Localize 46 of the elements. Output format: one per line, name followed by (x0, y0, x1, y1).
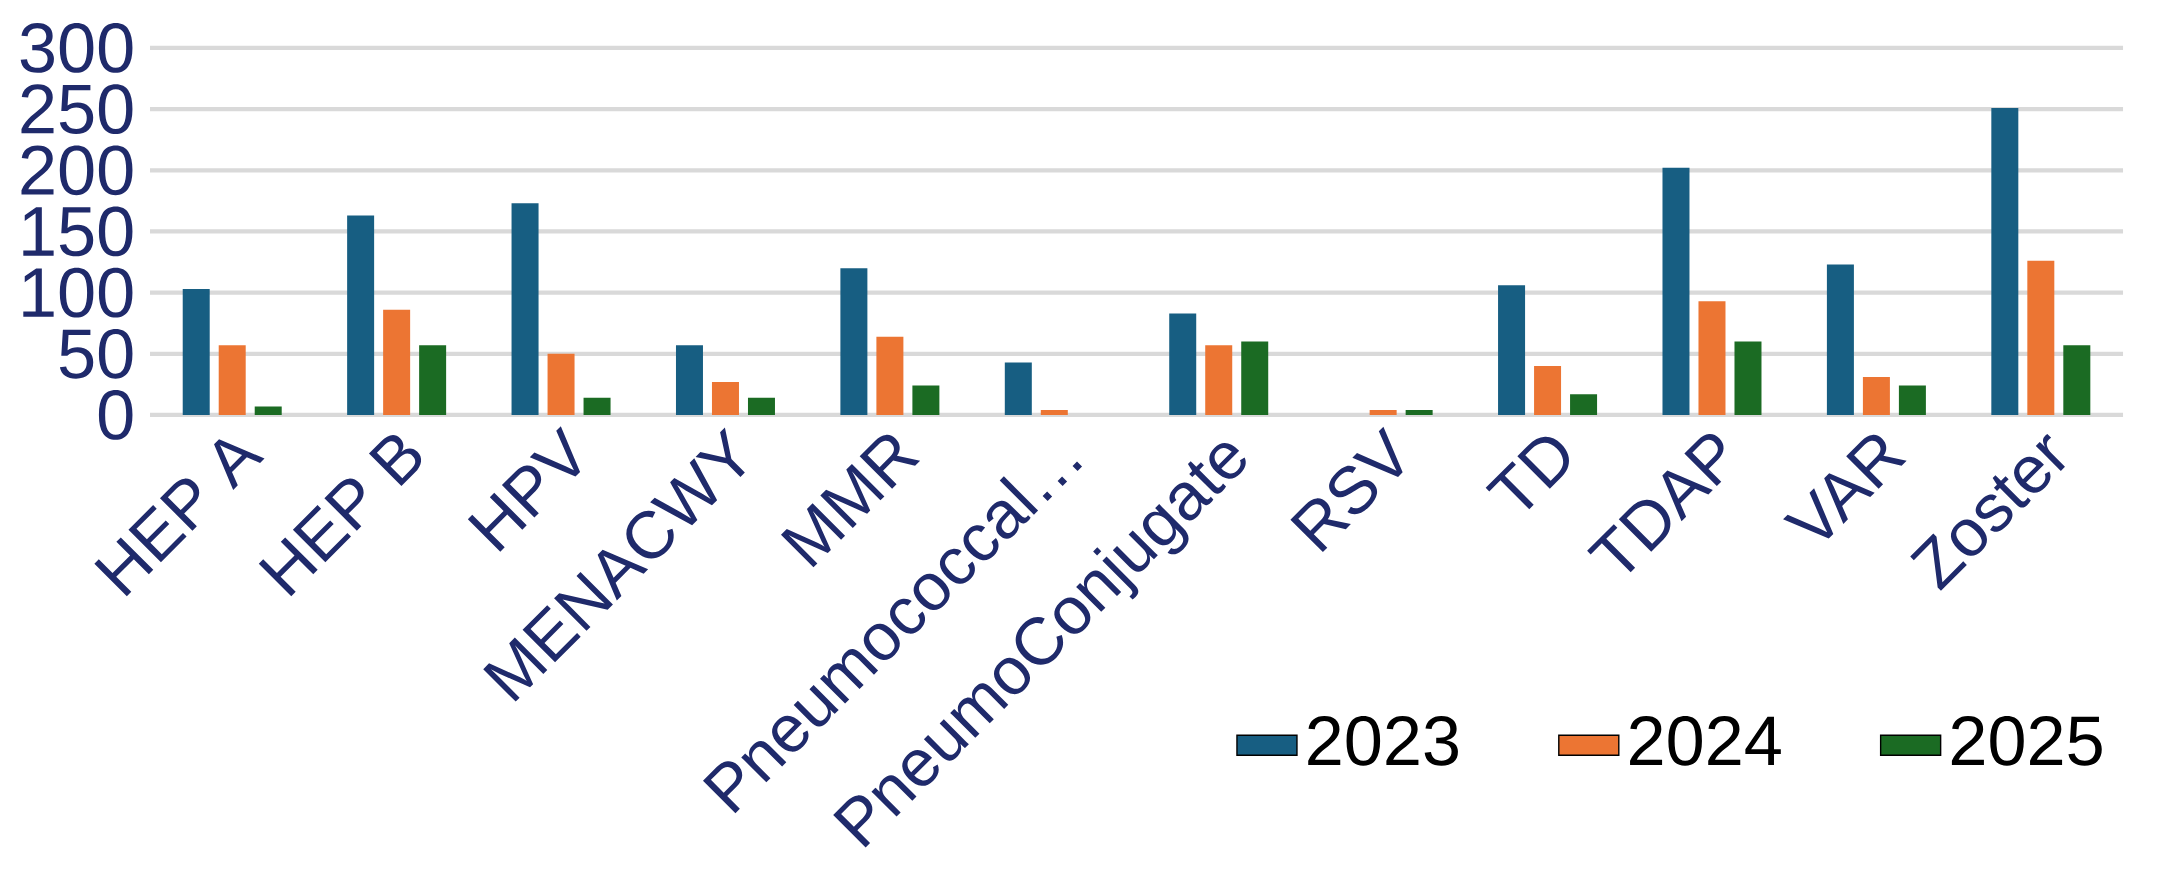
bar (1405, 410, 1433, 415)
bar (383, 309, 411, 415)
bar (511, 203, 539, 415)
bar (876, 336, 904, 415)
x-tick-label: VAR (1783, 434, 1907, 539)
bar (711, 381, 739, 415)
bar (1991, 107, 2019, 415)
legend-label: 2023 (1308, 716, 1458, 766)
bar (1241, 341, 1269, 415)
bar (182, 288, 210, 415)
x-tick-label: TD (1485, 436, 1569, 510)
legend-label: 2024 (1630, 716, 1781, 766)
bar (1570, 394, 1598, 415)
bar (1734, 341, 1762, 415)
bar (1004, 362, 1032, 415)
y-tick-label: 300 (20, 23, 133, 73)
bar (547, 353, 575, 415)
bar (1169, 313, 1197, 415)
bar (2027, 260, 2055, 415)
legend-label: 2025 (1951, 716, 2102, 766)
bar (1898, 385, 1926, 415)
bar (1662, 167, 1690, 415)
bar (347, 215, 375, 415)
y-tick-label: 0 (98, 390, 133, 440)
y-tick-label: 100 (23, 267, 133, 318)
y-tick-label: 50 (59, 328, 133, 379)
y-tick-label: 200 (21, 145, 133, 196)
bar (254, 406, 282, 415)
bar (419, 345, 447, 415)
bar (1862, 377, 1890, 415)
bar (1369, 410, 1397, 415)
bar (912, 385, 940, 415)
bar (1205, 345, 1233, 415)
bar (218, 345, 246, 415)
bar (675, 345, 703, 415)
bar (1826, 264, 1854, 415)
bar (1534, 366, 1562, 415)
bar (747, 397, 775, 415)
bar (1040, 410, 1068, 415)
y-tick-label: 250 (21, 84, 133, 135)
bar (840, 268, 868, 415)
bar (1698, 301, 1726, 415)
bar (583, 397, 611, 415)
bar (2063, 345, 2091, 415)
y-tick-label: 150 (23, 206, 133, 257)
bar (1498, 285, 1526, 415)
